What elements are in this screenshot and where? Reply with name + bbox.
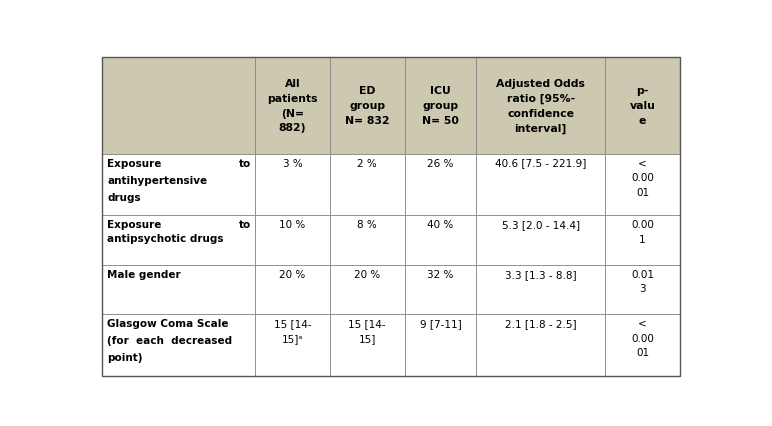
Bar [476,216,605,265]
Text: ICU
group
N= 50: ICU group N= 50 [422,86,459,126]
Text: p-
valu
e: p- valu e [629,86,655,126]
Text: 40.6 [7.5 - 221.9]: 40.6 [7.5 - 221.9] [495,158,587,168]
Bar [255,154,330,216]
Text: <
0.00
01: < 0.00 01 [631,158,654,198]
Text: ED
group
N= 832: ED group N= 832 [345,86,390,126]
Text: 15 [14-
15]: 15 [14- 15] [348,318,386,343]
Text: 0.01
3: 0.01 3 [631,269,654,294]
Bar [605,58,680,154]
Bar [405,216,476,265]
Bar [330,216,405,265]
Text: 15 [14-
15]ᵃ: 15 [14- 15]ᵃ [273,318,311,343]
Bar [405,314,476,376]
Bar [405,265,476,314]
Text: 9 [7-11]: 9 [7-11] [420,318,462,328]
Bar [255,58,330,154]
Bar [103,216,255,265]
Bar [255,265,330,314]
Bar [330,58,405,154]
Bar [605,265,680,314]
Bar [476,154,605,216]
Text: 5.3 [2.0 - 14.4]: 5.3 [2.0 - 14.4] [502,220,580,230]
Bar [605,216,680,265]
Text: Male gender: Male gender [107,269,181,279]
Bar [103,314,255,376]
Bar [405,58,476,154]
Bar [103,265,255,314]
Text: Glasgow Coma Scale: Glasgow Coma Scale [107,318,229,328]
Bar [605,154,680,216]
Text: 40 %: 40 % [428,220,454,230]
Bar [330,314,405,376]
Text: 32 %: 32 % [428,269,454,279]
Text: 20 %: 20 % [354,269,381,279]
Text: antipsychotic drugs: antipsychotic drugs [107,233,224,244]
Text: 3 %: 3 % [283,158,303,168]
Bar [330,154,405,216]
Text: 20 %: 20 % [279,269,306,279]
Text: to: to [239,220,252,230]
Text: antihypertensive: antihypertensive [107,176,208,185]
Text: 8 %: 8 % [357,220,377,230]
Text: Exposure: Exposure [107,220,161,230]
Bar [103,58,255,154]
Text: 2.1 [1.8 - 2.5]: 2.1 [1.8 - 2.5] [505,318,577,328]
Text: Adjusted Odds
ratio [95%-
confidence
interval]: Adjusted Odds ratio [95%- confidence int… [496,78,585,133]
Text: drugs: drugs [107,193,141,203]
Text: 2 %: 2 % [357,158,377,168]
Bar [405,154,476,216]
Bar [605,314,680,376]
Text: 0.00
1: 0.00 1 [631,220,654,245]
Text: 10 %: 10 % [279,220,306,230]
Bar [330,265,405,314]
Text: 26 %: 26 % [428,158,454,168]
Bar [476,314,605,376]
Bar [255,216,330,265]
Text: <
0.00
01: < 0.00 01 [631,318,654,357]
Bar [255,314,330,376]
Text: Exposure: Exposure [107,158,161,168]
Text: to: to [239,158,252,168]
Text: point): point) [107,353,143,363]
Text: (for  each  decreased: (for each decreased [107,335,232,345]
Bar [103,154,255,216]
Bar [476,58,605,154]
Text: 3.3 [1.3 - 8.8]: 3.3 [1.3 - 8.8] [505,269,577,279]
Text: All
patients
(N=
882): All patients (N= 882) [267,79,318,133]
Bar [476,265,605,314]
